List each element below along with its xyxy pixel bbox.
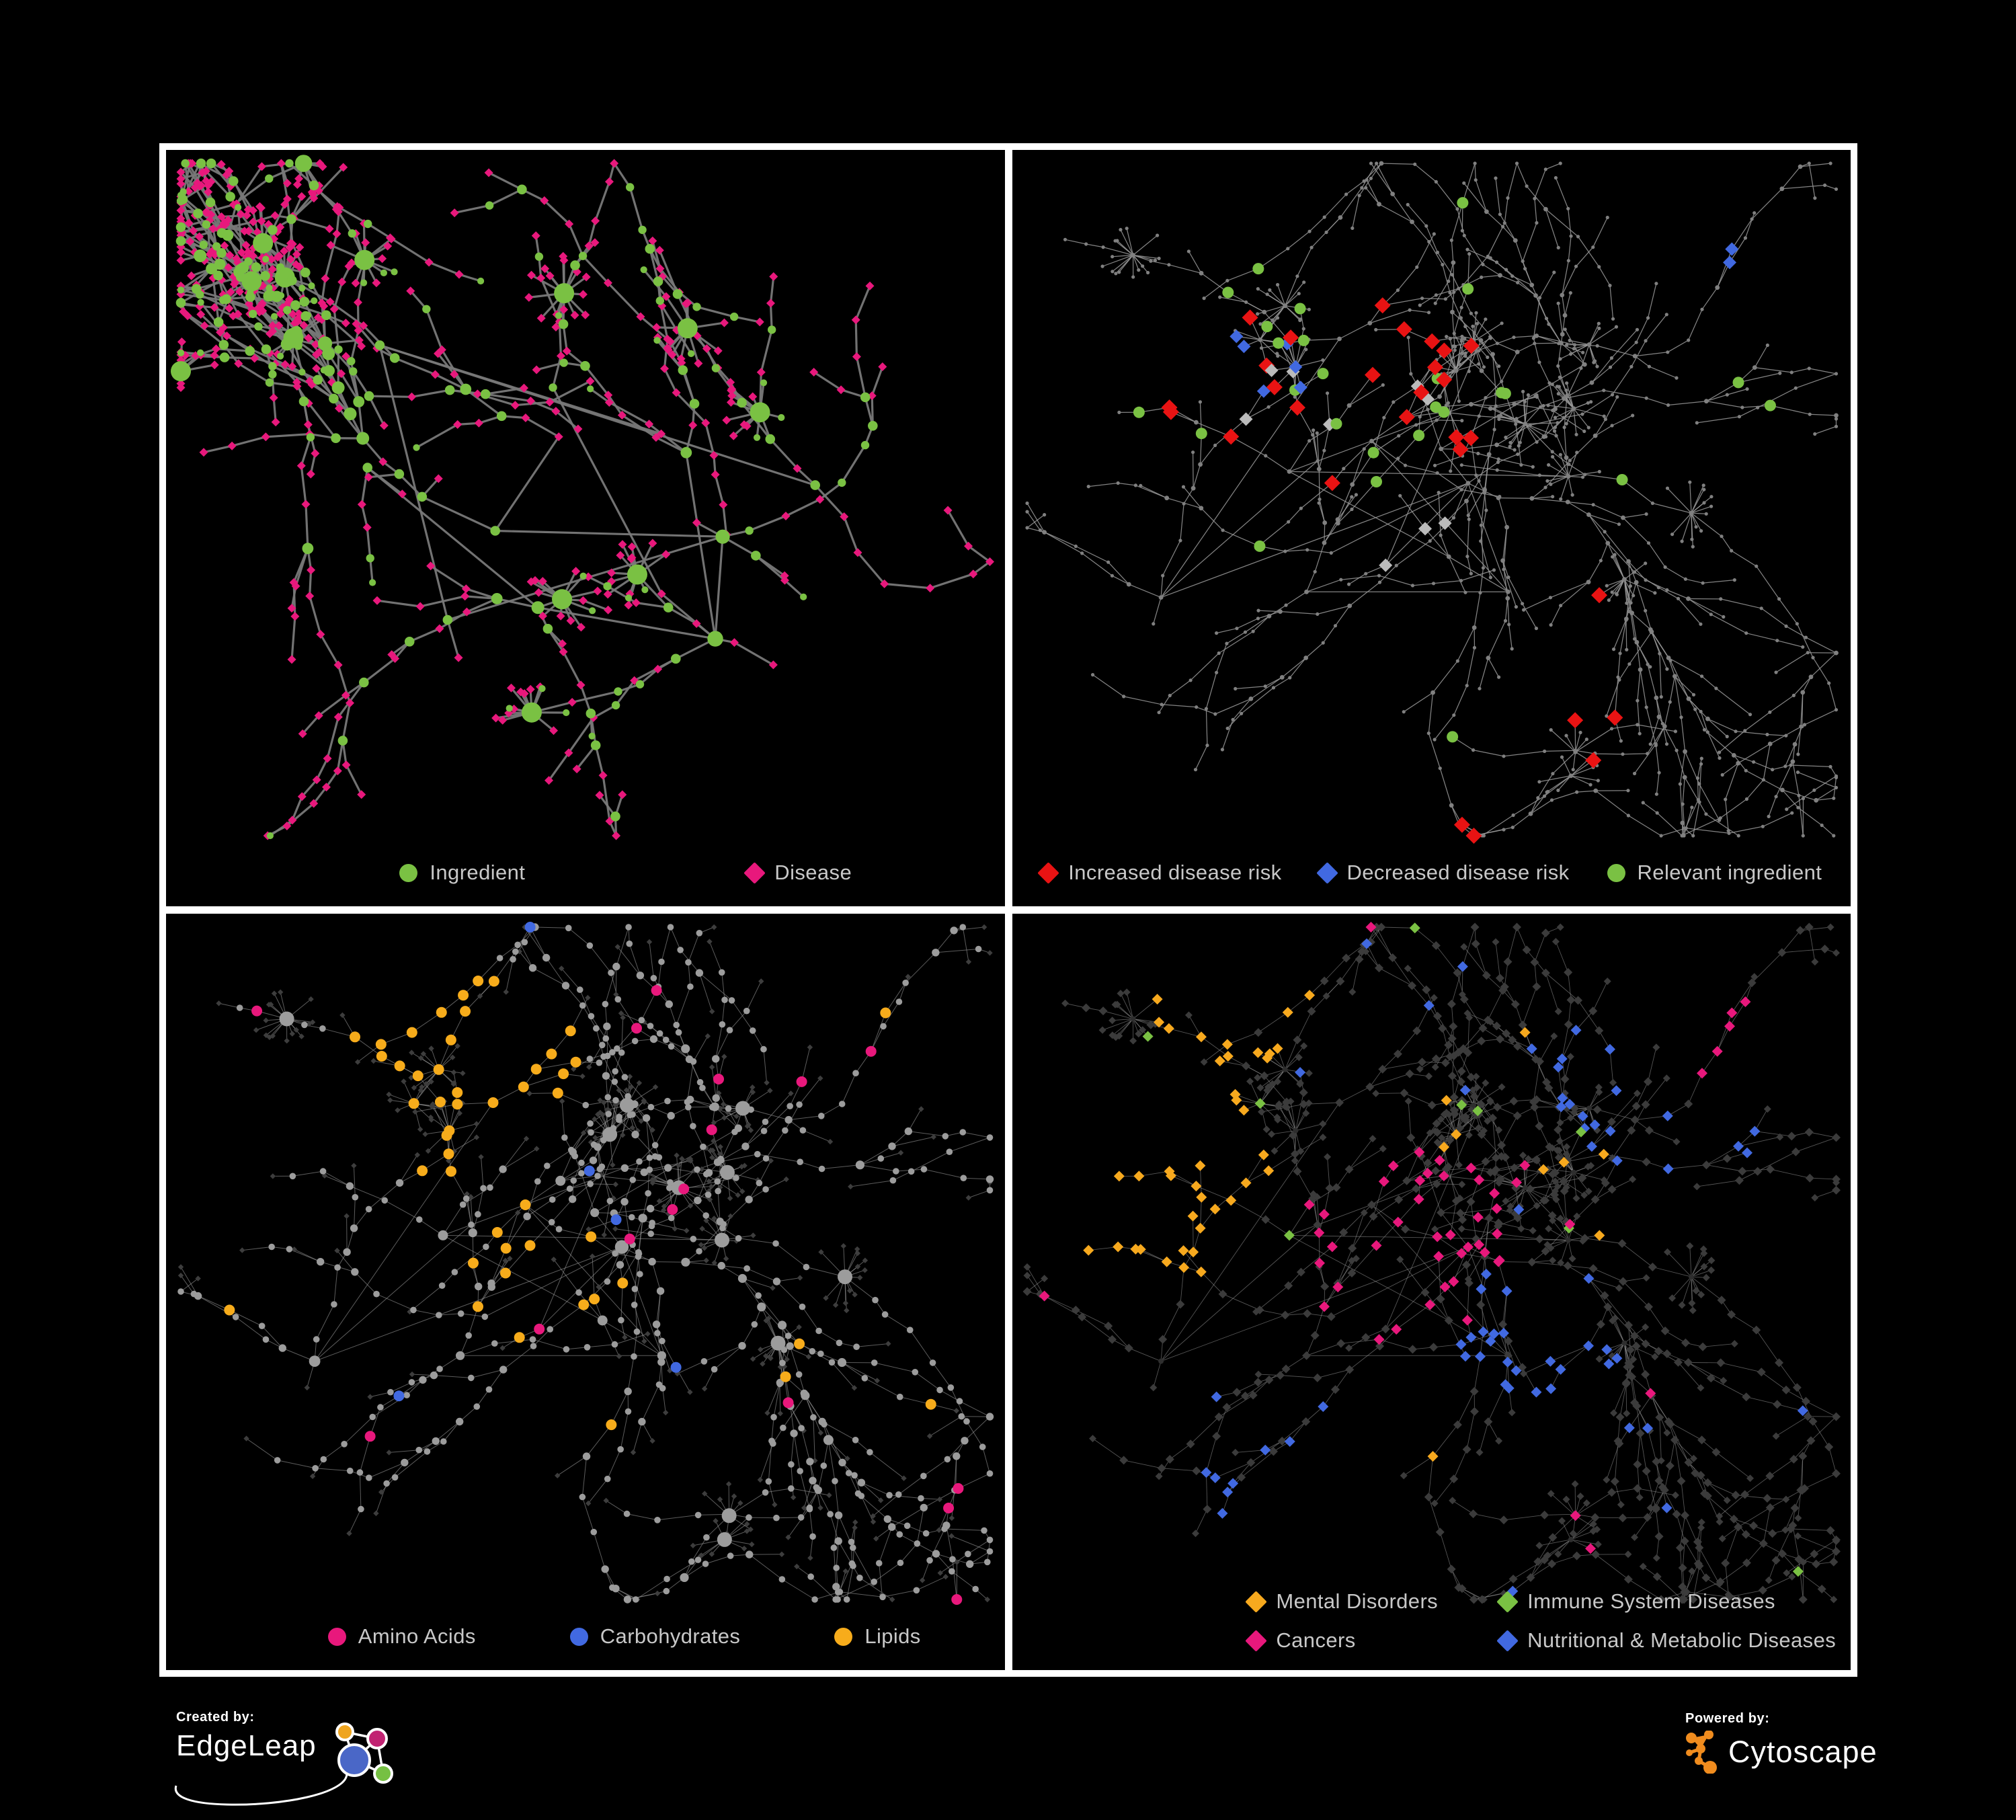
legend-label-decreased-risk: Decreased disease risk [1346,861,1570,884]
amino-acids-circle-icon [327,1627,346,1646]
edgeleap-green-node [372,1764,393,1784]
ingredient-circle-icon [399,863,418,882]
panel-disease-classes: Mental Disorders Immune System Diseases … [1012,914,1851,1670]
decreased-risk-diamond-icon [1316,861,1338,884]
panel-ingredient-disease: Ingredient Disease [166,150,1005,906]
legend-item-ingredient: Ingredient [399,861,525,885]
legend-label-disease: Disease [774,861,852,884]
edgeleap-pink-node [366,1728,388,1749]
legend-item-cancers: Cancers [1245,1628,1438,1653]
ingredient-disease-network [171,155,994,840]
legend-item-immune-diseases: Immune System Diseases [1496,1589,1836,1614]
nutritional-metabolic-diamond-icon [1496,1629,1519,1652]
legend-label-relevant-ingredient: Relevant ingredient [1637,861,1822,884]
legend-item-carbohydrates: Carbohydrates [569,1624,741,1649]
legend-label-lipids: Lipids [864,1624,921,1648]
cytoscape-logo-links [1689,1747,1711,1770]
legend-item-amino-acids: Amino Acids [327,1624,476,1649]
legend-macronutrients: Amino Acids Carbohydrates Lipids [166,1624,1005,1649]
mental-disorders-diamond-icon [1245,1590,1268,1613]
increased-risk-diamond-icon [1037,861,1060,884]
legend-ingredient-disease: Ingredient Disease [166,861,1005,885]
legend-label-carbohydrates: Carbohydrates [600,1624,741,1648]
relevant-ingredient-circle-icon [1607,863,1625,882]
cytoscape-wordmark: Cytoscape [1728,1735,1878,1769]
cytoscape-logo-row: Cytoscape [1685,1731,1878,1774]
legend-label-increased-risk: Increased disease risk [1068,861,1282,884]
edgeleap-network-icon [335,1723,393,1784]
legend-disease-classes: Mental Disorders Immune System Diseases … [1012,1589,1851,1653]
edgeleap-orange-node [335,1723,354,1741]
legend-label-mental-disorders: Mental Disorders [1276,1589,1439,1613]
legend-label-amino-acids: Amino Acids [358,1624,476,1648]
panel-macronutrients: Amino Acids Carbohydrates Lipids [166,914,1005,1670]
disease-classes-network [1022,922,1841,1604]
immune-diseases-diamond-icon [1496,1590,1519,1613]
legend-label-nutritional-metabolic: Nutritional & Metabolic Diseases [1527,1628,1837,1652]
cytoscape-logo-icon [1686,1731,1717,1774]
legend-item-lipids: Lipids [834,1624,920,1649]
legend-label-cancers: Cancers [1276,1628,1356,1652]
legend-disease-risk: Increased disease risk Decreased disease… [1012,861,1851,885]
macronutrients-network [177,922,994,1605]
legend-label-ingredient: Ingredient [430,861,526,884]
legend-item-increased-risk: Increased disease risk [1037,861,1282,885]
carbohydrates-circle-icon [569,1627,588,1646]
powered-by-block: Powered by: Cytoscape [1685,1711,1878,1774]
legend-item-mental-disorders: Mental Disorders [1245,1589,1439,1614]
lipids-circle-icon [834,1627,853,1646]
legend-item-decreased-risk: Decreased disease risk [1316,861,1570,885]
cancers-diamond-icon [1245,1629,1268,1652]
legend-item-disease: Disease [743,861,852,885]
panel-disease-risk: Increased disease risk Decreased disease… [1012,150,1851,906]
powered-by-label: Powered by: [1685,1711,1770,1726]
created-by-block: Created by: EdgeLeap [174,1710,399,1806]
edgeleap-blue-node [337,1743,371,1777]
edgeleap-wordmark: EdgeLeap [176,1729,317,1762]
legend-label-immune-diseases: Immune System Diseases [1527,1589,1775,1613]
disease-risk-network [1024,161,1839,844]
created-by-label: Created by: [176,1710,255,1725]
legend-item-relevant-ingredient: Relevant ingredient [1607,861,1822,885]
figure-frame: Ingredient Disease Increased disease ris… [159,143,1857,1677]
disease-diamond-icon [743,861,766,884]
legend-item-nutritional-metabolic: Nutritional & Metabolic Diseases [1496,1628,1837,1653]
edgeleap-logo-row: EdgeLeap [174,1723,399,1806]
